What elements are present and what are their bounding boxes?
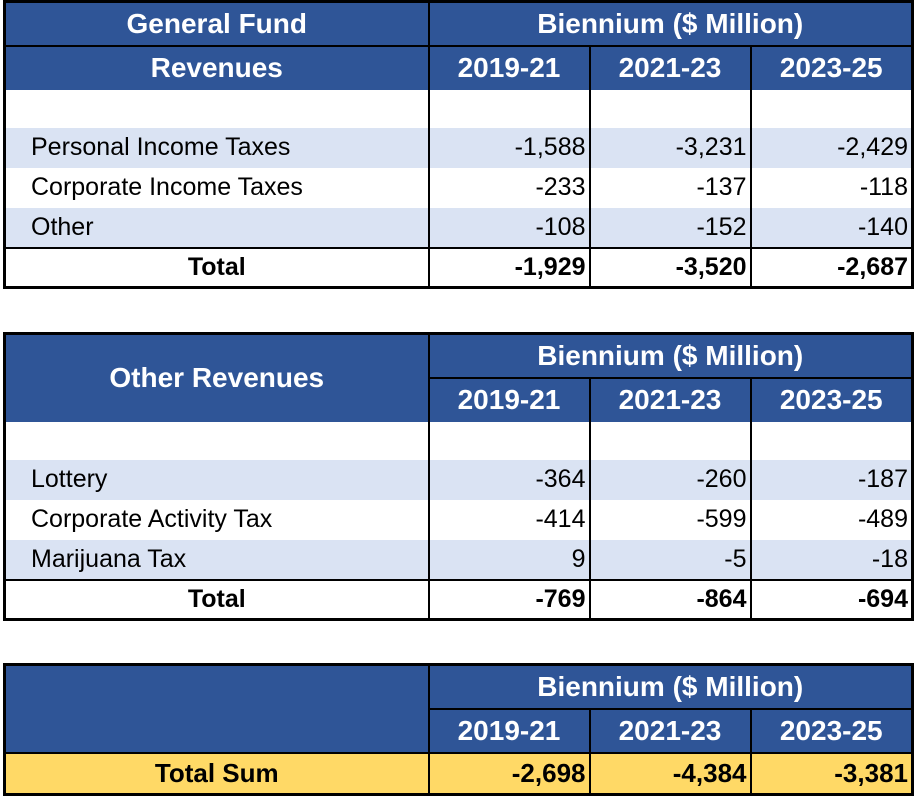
table-row: Personal Income Taxes -1,588 -3,231 -2,4…: [4, 127, 913, 168]
total-row: Total -1,929 -3,520 -2,687: [4, 246, 913, 288]
spacer-cell: [427, 89, 590, 128]
cell-value: -108: [427, 207, 590, 248]
total-value: -2,687: [749, 246, 913, 288]
cell-value: -3,231: [588, 127, 751, 168]
year-header: 2021-23: [588, 707, 751, 753]
cell-value: -140: [749, 207, 913, 248]
spacer-cell: [4, 89, 429, 128]
row-label: Corporate Income Taxes: [4, 167, 429, 208]
spacer-cell: [749, 421, 913, 460]
total-value: -3,520: [588, 246, 751, 288]
cell-value: -233: [427, 167, 590, 208]
spacer-cell: [749, 89, 913, 128]
cell-value: 9: [427, 539, 590, 580]
total-label: Total: [4, 246, 429, 288]
year-header: 2023-25: [749, 707, 913, 753]
table-row: Corporate Income Taxes -233 -137 -118: [4, 167, 913, 208]
table-row: Other -108 -152 -140: [4, 207, 913, 248]
row-label: Corporate Activity Tax: [4, 499, 429, 540]
cell-value: -489: [749, 499, 913, 540]
year-header: 2023-25: [749, 376, 913, 422]
total-value: -1,929: [427, 246, 590, 288]
cell-value: -364: [427, 459, 590, 500]
total-sum-value: -2,698: [427, 751, 590, 795]
cell-value: -152: [588, 207, 751, 248]
row-label: Lottery: [4, 459, 429, 500]
row-label: Personal Income Taxes: [4, 127, 429, 168]
biennium-header: Biennium ($ Million): [427, 664, 913, 709]
cell-value: -414: [427, 499, 590, 540]
biennium-header: Biennium ($ Million): [427, 333, 913, 378]
spacer-cell: [427, 421, 590, 460]
cell-value: -187: [749, 459, 913, 500]
table-title: Other Revenues: [4, 333, 429, 422]
year-header: 2019-21: [427, 376, 590, 422]
table-title-line1: General Fund: [4, 1, 429, 46]
total-row: Total -769 -864 -694: [4, 578, 913, 620]
total-sum-row: Total Sum -2,698 -4,384 -3,381: [4, 751, 913, 795]
cell-value: -5: [588, 539, 751, 580]
table-title-line2: Revenues: [3, 44, 429, 90]
table-title: [4, 664, 429, 753]
total-value: -769: [427, 578, 590, 620]
spacer-cell: [4, 421, 429, 460]
general-fund-revenues-table: General Fund Biennium ($ Million) Revenu…: [3, 0, 914, 289]
year-header: 2023-25: [749, 44, 913, 90]
cell-value: -18: [749, 539, 913, 580]
row-label: Marijuana Tax: [4, 539, 429, 580]
total-label: Total: [4, 578, 429, 620]
year-header: 2021-23: [588, 44, 751, 90]
total-value: -864: [588, 578, 751, 620]
cell-value: -2,429: [749, 127, 913, 168]
table-row: Lottery -364 -260 -187: [4, 459, 913, 500]
spacer-cell: [588, 89, 751, 128]
year-header: 2019-21: [427, 707, 590, 753]
total-value: -694: [749, 578, 913, 620]
biennium-header: Biennium ($ Million): [427, 1, 913, 46]
other-revenues-table: Other Revenues Biennium ($ Million) 2019…: [3, 332, 914, 621]
total-sum-value: -3,381: [749, 751, 913, 795]
table-row: Corporate Activity Tax -414 -599 -489: [4, 499, 913, 540]
year-header: 2021-23: [588, 376, 751, 422]
table-row: Marijuana Tax 9 -5 -18: [4, 539, 913, 580]
total-sum-table: Biennium ($ Million) 2019-21 2021-23 202…: [3, 663, 914, 796]
cell-value: -1,588: [427, 127, 590, 168]
total-sum-label: Total Sum: [4, 751, 429, 795]
total-sum-value: -4,384: [588, 751, 751, 795]
row-label: Other: [4, 207, 429, 248]
spacer-cell: [588, 421, 751, 460]
year-header: 2019-21: [427, 44, 590, 90]
cell-value: -137: [588, 167, 751, 208]
cell-value: -599: [588, 499, 751, 540]
cell-value: -118: [749, 167, 913, 208]
cell-value: -260: [588, 459, 751, 500]
